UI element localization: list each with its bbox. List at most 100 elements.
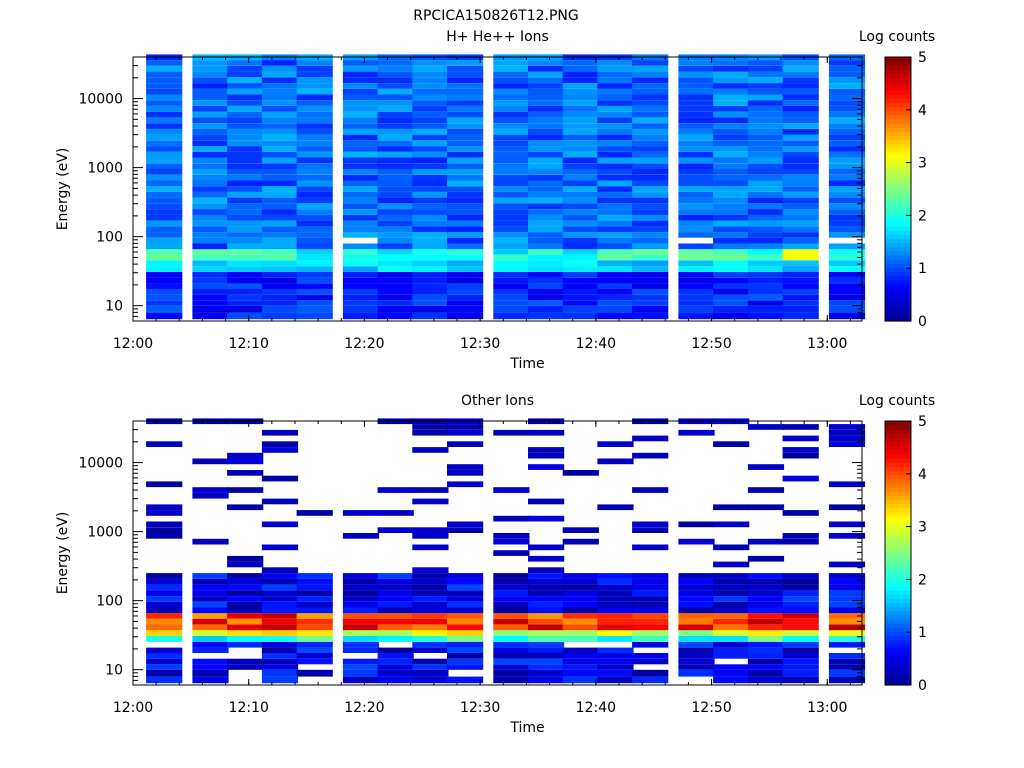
heatmap-cell (747, 647, 785, 653)
heatmap-cell (713, 88, 750, 95)
heatmap-cell (528, 174, 565, 181)
heatmap-cell (597, 197, 634, 204)
heatmap-cell (227, 191, 264, 198)
heatmap-cell (782, 635, 819, 642)
heatmap-cell (597, 618, 634, 625)
colorbar-segment (885, 466, 911, 472)
heatmap-cell (146, 232, 183, 238)
heatmap-cell (447, 94, 484, 101)
heatmap-cell (493, 60, 530, 66)
colorbar-segment (885, 449, 911, 455)
colorbar-segment (885, 532, 911, 538)
heatmap-cell (412, 197, 449, 204)
heatmap-cell (632, 635, 669, 642)
heatmap-cell (342, 100, 380, 106)
heatmap-cell (146, 157, 183, 164)
heatmap-cell (412, 630, 449, 636)
heatmap-cell (377, 249, 414, 255)
heatmap-cell (412, 77, 449, 83)
heatmap-cell (828, 561, 866, 568)
heatmap-cell (782, 601, 819, 608)
heatmap-cell (597, 226, 634, 233)
heatmap-cell (828, 573, 866, 579)
heatmap-cell (678, 186, 715, 192)
heatmap-cell (782, 664, 819, 670)
x-tick-label: 12:10 (229, 336, 269, 352)
x-tick-label: 13:00 (807, 336, 847, 352)
heatmap-cell (296, 613, 333, 619)
heatmap-cell (447, 146, 484, 152)
heatmap-cell (828, 584, 866, 591)
colorbar-segment (885, 263, 911, 268)
heatmap-cell (747, 658, 785, 665)
heatmap-cell (747, 305, 785, 313)
heatmap-cell (678, 283, 715, 289)
heatmap-cell (782, 289, 819, 295)
heatmap-cell (713, 254, 750, 261)
heatmap-cell (747, 157, 785, 164)
heatmap-cell (146, 669, 183, 677)
heatmap-cell (747, 613, 785, 619)
heatmap-cell (782, 584, 819, 591)
heatmap-cell (597, 203, 634, 209)
heatmap-cell (261, 618, 299, 625)
heatmap-cell (296, 669, 333, 677)
heatmap-cell (296, 77, 333, 83)
heatmap-cell (146, 128, 183, 135)
heatmap-cell (377, 305, 414, 313)
heatmap-cell (227, 300, 264, 306)
heatmap-cell (782, 266, 819, 272)
heatmap-cell (447, 134, 484, 141)
heatmap-cell (782, 305, 819, 313)
heatmap-cell (227, 294, 264, 301)
heatmap-cell (632, 140, 669, 147)
heatmap-cell (412, 151, 449, 158)
heatmap-cell (747, 71, 785, 78)
heatmap-cell (713, 283, 750, 289)
heatmap-cell (632, 117, 669, 124)
heatmap-cell (342, 214, 380, 221)
colorbar-segment (885, 429, 911, 434)
heatmap-cell (678, 596, 715, 602)
heatmap-cell (192, 157, 229, 164)
heatmap-cell (412, 111, 449, 118)
colorbar-segment (885, 209, 911, 215)
heatmap-cell (713, 151, 750, 158)
heatmap-cell (342, 174, 380, 181)
heatmap-cell (562, 94, 599, 101)
heatmap-cell (747, 174, 785, 181)
heatmap-cell (227, 555, 264, 562)
heatmap-cell (227, 260, 264, 267)
heatmap-cell (146, 510, 183, 516)
heatmap-cell (678, 151, 715, 158)
y-tick-label: 100 (96, 594, 123, 610)
heatmap-cell (597, 94, 634, 101)
heatmap-cell (261, 60, 299, 66)
heatmap-cell (632, 624, 669, 631)
heatmap-cell (678, 664, 715, 670)
heatmap-cell (632, 596, 669, 602)
heatmap-cell (632, 186, 669, 192)
colorbar-segment (885, 304, 911, 310)
colorbar-label: Log counts (859, 29, 935, 45)
heatmap-cell (192, 624, 229, 631)
heatmap-cell (713, 266, 750, 272)
heatmap-cell (713, 635, 750, 642)
x-tick-label: 12:50 (691, 700, 731, 716)
heatmap-cell (377, 584, 414, 591)
heatmap-cell (296, 300, 333, 306)
heatmap-cell (713, 664, 750, 670)
heatmap-cell (782, 77, 819, 83)
heatmap-cell (782, 169, 819, 175)
heatmap-cell (632, 111, 669, 118)
heatmap-cell (562, 128, 599, 135)
heatmap-cell (227, 584, 264, 591)
colorbar-segment (885, 454, 911, 459)
heatmap-cell (597, 117, 634, 124)
heatmap-cell (782, 174, 819, 181)
colorbar-segment (885, 548, 911, 554)
heatmap-cell (261, 260, 299, 267)
heatmap-cell (678, 191, 715, 198)
heatmap-cell (227, 60, 264, 66)
heatmap-cell (678, 658, 715, 665)
